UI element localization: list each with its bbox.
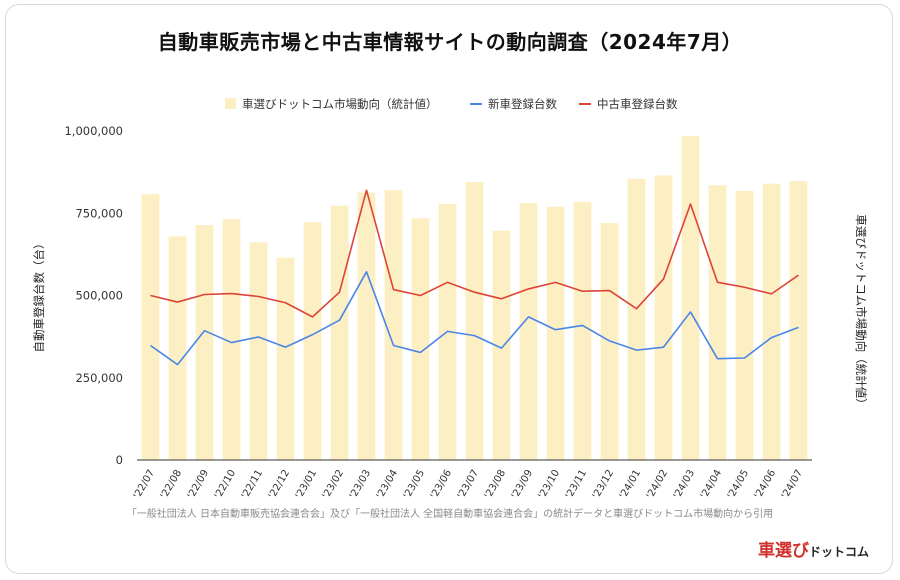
bar-5 [276,257,295,460]
x-tick-label: '23/05 [402,468,427,501]
bar-23 [762,183,781,460]
x-tick-label: '23/07 [456,468,481,501]
bar-7 [330,205,349,460]
x-tick-label: '24/05 [726,468,751,501]
bar-16 [573,201,592,461]
x-tick-label: '24/04 [699,468,724,501]
bar-8 [357,192,376,460]
used-car-line [150,189,799,318]
x-tick-label: '23/01 [294,468,319,501]
legend-label-new: 新車登録台数 [488,97,557,111]
x-tick-label: '23/04 [375,468,400,501]
bar-13 [492,230,511,460]
x-tick-label: '23/09 [510,468,535,501]
bar-6 [303,222,322,460]
x-tick-label: '23/03 [348,468,373,501]
bar-14 [519,203,538,461]
bar-21 [708,185,727,461]
y-axis-title-right: 車選びドットコム市場動向（統計値） [854,214,868,410]
x-tick-label: '24/01 [618,468,643,501]
legend-label-used: 中古車登録台数 [597,97,678,111]
x-tick-label: '22/10 [213,468,238,501]
x-tick-label: '23/06 [429,468,454,501]
chart-title: 自動車販売市場と中古車情報サイトの動向調査（2024年7月） [157,30,743,54]
bar-9 [384,190,403,460]
x-tick-label: '23/08 [483,468,508,501]
bar-1 [168,236,187,460]
y-axis-title-left: 自動車登録台数（台） [32,238,46,353]
legend-swatch-bar [225,98,236,109]
x-tick-label: '22/09 [186,468,211,501]
bar-0 [141,194,160,461]
y-tick-label: 1,000,000 [64,124,123,138]
x-tick-label: '22/07 [132,468,157,501]
bar-19 [654,175,673,461]
x-tick-label: '23/12 [591,468,616,501]
line-series [150,189,799,366]
y-tick-label: 500,000 [75,289,123,303]
bar-4 [249,242,268,460]
x-tick-label: '23/10 [537,468,562,501]
x-tick-label: '24/06 [753,468,778,501]
x-tick-label: '24/02 [645,468,670,501]
bar-12 [465,182,484,460]
x-tick-label: '23/11 [564,468,589,501]
y-tick-label: 250,000 [75,371,123,385]
source-note: 「一般社団法人 日本自動車販売協会連合会」及び「一般社団法人 全国軽自動車協会連… [126,509,774,520]
brand-logo: 車選びドットコム [758,536,869,561]
y-tick-label: 0 [116,453,123,467]
brand-logo-main: 車選び [758,541,809,561]
axes: 0250,000500,000750,0001,000,000'22/07'22… [32,124,868,501]
bar-series [141,135,808,461]
x-tick-label: '24/03 [672,468,697,501]
legend: 車選びドットコム市場動向（統計値） 新車登録台数 中古車登録台数 [225,97,678,111]
x-tick-label: '24/07 [780,468,805,501]
bar-20 [681,135,700,460]
bar-10 [411,218,430,460]
x-tick-label: '23/02 [321,468,346,501]
legend-label-bar: 車選びドットコム市場動向（統計値） [242,97,438,111]
x-tick-label: '22/08 [159,468,184,501]
bar-18 [627,178,646,460]
bar-22 [735,190,754,460]
new-car-line [150,271,799,366]
brand-logo-sub: ドットコム [809,545,870,559]
y-tick-label: 750,000 [75,206,123,220]
bar-15 [546,206,565,460]
bar-3 [222,219,241,460]
x-tick-label: '22/11 [240,468,265,501]
bar-24 [789,181,808,460]
x-tick-label: '22/12 [267,468,292,501]
bar-2 [195,225,214,460]
